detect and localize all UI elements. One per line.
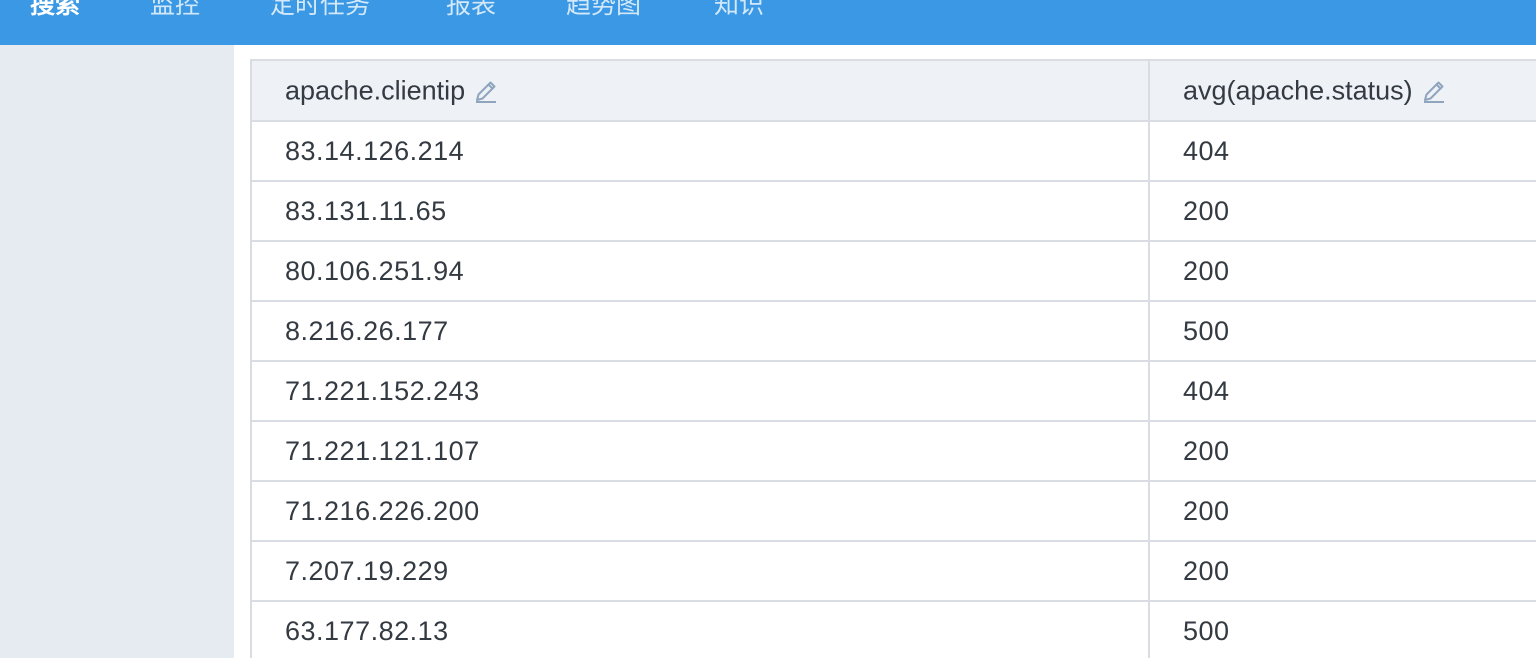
sidebar xyxy=(0,45,234,658)
results-table-container[interactable]: apache.clientip avg(apache.status) 83.14… xyxy=(250,59,1536,658)
table-row[interactable]: 83.14.126.214 404 xyxy=(250,120,1536,182)
edit-icon[interactable] xyxy=(473,78,499,104)
top-nav-bar: 搜索 监控 定时任务 报表 趋势图 知识 xyxy=(0,0,1536,45)
nav-item-search[interactable]: 搜索 xyxy=(30,0,81,19)
table-row[interactable]: 71.221.152.243 404 xyxy=(250,360,1536,422)
cell-clientip: 71.221.121.107 xyxy=(250,420,1150,482)
cell-clientip: 71.216.226.200 xyxy=(250,480,1150,542)
column-header-label: avg(apache.status) xyxy=(1183,75,1413,106)
table-row[interactable]: 71.216.226.200 200 xyxy=(250,480,1536,542)
nav-item-monitor[interactable]: 监控 xyxy=(150,0,201,19)
table-row[interactable]: 80.106.251.94 200 xyxy=(250,240,1536,302)
cell-clientip: 63.177.82.13 xyxy=(250,600,1150,658)
main-content: apache.clientip avg(apache.status) 83.14… xyxy=(234,45,1536,658)
table-header-row: apache.clientip avg(apache.status) xyxy=(250,59,1536,122)
cell-clientip: 80.106.251.94 xyxy=(250,240,1150,302)
nav-item-reports[interactable]: 报表 xyxy=(446,0,497,19)
cell-clientip: 7.207.19.229 xyxy=(250,540,1150,602)
table-row[interactable]: 8.216.26.177 500 xyxy=(250,300,1536,362)
nav-item-trend-chart[interactable]: 趋势图 xyxy=(566,0,642,19)
cell-clientip: 83.131.11.65 xyxy=(250,180,1150,242)
table-row[interactable]: 7.207.19.229 200 xyxy=(250,540,1536,602)
cell-clientip: 83.14.126.214 xyxy=(250,120,1150,182)
table-row[interactable]: 83.131.11.65 200 xyxy=(250,180,1536,242)
cell-clientip: 8.216.26.177 xyxy=(250,300,1150,362)
edit-icon[interactable] xyxy=(1421,78,1447,104)
nav-item-knowledge[interactable]: 知识 xyxy=(714,0,765,19)
results-table: apache.clientip avg(apache.status) 83.14… xyxy=(250,59,1536,658)
cell-avg-status: 404 xyxy=(1148,120,1536,182)
column-header-label: apache.clientip xyxy=(285,75,466,106)
column-header-avg-status[interactable]: avg(apache.status) xyxy=(1148,59,1536,122)
cell-avg-status: 404 xyxy=(1148,360,1536,422)
cell-avg-status: 500 xyxy=(1148,300,1536,362)
cell-clientip: 71.221.152.243 xyxy=(250,360,1150,422)
cell-avg-status: 200 xyxy=(1148,480,1536,542)
nav-item-scheduled-tasks[interactable]: 定时任务 xyxy=(270,0,371,19)
cell-avg-status: 200 xyxy=(1148,420,1536,482)
cell-avg-status: 200 xyxy=(1148,240,1536,302)
table-row[interactable]: 63.177.82.13 500 xyxy=(250,600,1536,658)
cell-avg-status: 200 xyxy=(1148,180,1536,242)
column-header-clientip[interactable]: apache.clientip xyxy=(250,59,1150,122)
cell-avg-status: 500 xyxy=(1148,600,1536,658)
cell-avg-status: 200 xyxy=(1148,540,1536,602)
table-row[interactable]: 71.221.121.107 200 xyxy=(250,420,1536,482)
